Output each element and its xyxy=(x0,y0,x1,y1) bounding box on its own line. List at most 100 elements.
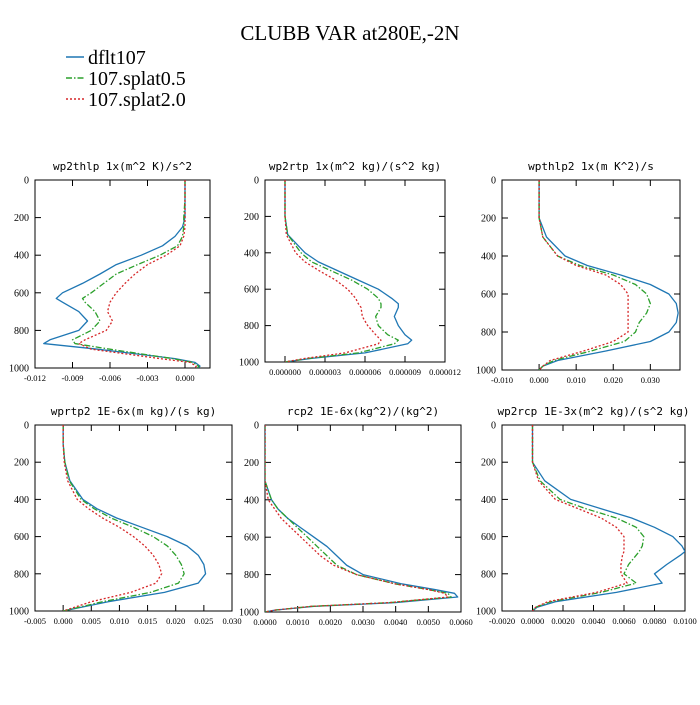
series-line xyxy=(284,180,399,362)
plot-frame xyxy=(34,179,211,369)
series-line xyxy=(538,180,679,370)
panel-title: wprtp2 1E-6x(m kg)/(s kg) xyxy=(51,405,217,418)
x-tick-label: 0.0040 xyxy=(384,617,407,627)
x-tick-label: -0.012 xyxy=(24,373,46,383)
plot-frame xyxy=(264,179,446,363)
x-tick-label: 0.000012 xyxy=(429,367,461,377)
x-tick-label: 0.025 xyxy=(194,616,213,626)
y-tick-label: 800 xyxy=(14,569,29,580)
x-tick-label: 0.0080 xyxy=(643,616,666,626)
y-tick-label: 0 xyxy=(254,421,259,432)
x-tick-label: 0.0050 xyxy=(417,617,440,627)
x-tick-label: 0.0040 xyxy=(582,616,605,626)
series-line xyxy=(78,180,197,368)
figure-title: CLUBB VAR at280E,-2N xyxy=(240,21,459,45)
y-tick-label: 1000 xyxy=(239,608,259,619)
x-tick-label: 0.0100 xyxy=(673,616,696,626)
legend-label: dflt107 xyxy=(88,47,146,69)
x-tick-label: 0.030 xyxy=(222,616,241,626)
series-line xyxy=(284,180,382,362)
y-tick-label: 600 xyxy=(481,290,496,301)
x-tick-label: -0.006 xyxy=(99,373,121,383)
panel-title: wpthlp2 1x(m K^2)/s xyxy=(528,160,654,173)
x-tick-label: 0.000 xyxy=(54,616,73,626)
y-tick-label: 800 xyxy=(244,321,259,332)
x-tick-label: 0.0010 xyxy=(286,617,309,627)
legend-label: 107.splat0.5 xyxy=(88,68,186,90)
y-tick-label: 0 xyxy=(24,421,29,432)
x-tick-label: 0.000006 xyxy=(349,367,381,377)
x-tick-label: 0.0020 xyxy=(319,617,342,627)
plot-frame xyxy=(34,424,233,612)
y-tick-label: 0 xyxy=(491,176,496,187)
x-tick-label: 0.0000 xyxy=(253,617,276,627)
x-tick-label: 0.010 xyxy=(110,616,129,626)
x-tick-label: 0.010 xyxy=(567,375,586,385)
x-tick-label: 0.015 xyxy=(138,616,157,626)
y-tick-label: 600 xyxy=(481,532,496,543)
series-line xyxy=(531,425,645,611)
panel: wpthlp2 1x(m K^2)/s 0 200 400 600 800 1000-0.0… xyxy=(476,160,681,385)
x-tick-label: 0.0000 xyxy=(521,616,544,626)
series-line xyxy=(62,425,207,611)
series-line xyxy=(265,425,449,612)
y-tick-label: 400 xyxy=(244,495,259,506)
y-tick-label: 600 xyxy=(14,532,29,543)
y-tick-label: 1000 xyxy=(239,358,259,369)
series-line xyxy=(538,180,651,370)
y-tick-label: 0 xyxy=(24,176,29,187)
y-tick-label: 1000 xyxy=(476,607,496,618)
x-tick-label: 0.005 xyxy=(82,616,101,626)
y-tick-label: 200 xyxy=(481,214,496,225)
y-tick-label: 1000 xyxy=(9,607,29,618)
x-tick-label: 0.000009 xyxy=(389,367,421,377)
panel: wp2thlp 1x(m^2 K)/s^202004006008001000-0… xyxy=(9,160,211,383)
x-tick-label: 0.0030 xyxy=(351,617,374,627)
panel: wp2rtp 1x(m^2 kg)/(s^2 kg) 0 200 400 600 800 1… xyxy=(239,160,461,377)
y-tick-label: 200 xyxy=(14,458,29,469)
legend-label: 107.splat2.0 xyxy=(88,89,186,111)
y-tick-label: 400 xyxy=(14,495,29,506)
y-tick-label: 400 xyxy=(481,252,496,263)
plot-frame xyxy=(501,424,686,612)
series-line xyxy=(531,425,685,611)
x-tick-label: 0.030 xyxy=(641,375,660,385)
panels: wp2thlp 1x(m^2 K)/s^202004006008001000-0… xyxy=(9,160,697,627)
x-tick-label: 0.0060 xyxy=(612,616,635,626)
x-tick-label: 0.000000 xyxy=(269,367,301,377)
y-tick-label: 600 xyxy=(14,288,29,299)
series-line xyxy=(71,180,200,368)
series-line xyxy=(265,425,452,612)
y-tick-label: 800 xyxy=(481,328,496,339)
series-line xyxy=(265,425,459,612)
series-line xyxy=(43,180,201,368)
series-line xyxy=(531,425,628,611)
plot-frame xyxy=(501,179,681,371)
panel: wp2rcp 1E-3x(m^2 kg)/(s^2 kg)0 200 400 600 8… xyxy=(476,405,697,626)
x-tick-label: -0.009 xyxy=(62,373,84,383)
series-line xyxy=(62,425,163,611)
x-tick-label: 0.0060 xyxy=(449,617,472,627)
x-tick-label: 0.020 xyxy=(166,616,185,626)
y-tick-label: 200 xyxy=(244,212,259,223)
panel-title: rcp2 1E-6x(kg^2)/(kg^2) xyxy=(287,405,439,418)
y-tick-label: 600 xyxy=(244,533,259,544)
y-tick-label: 0 xyxy=(254,176,259,187)
panel: wprtp2 1E-6x(m kg)/(s kg) 0 200 400 600 800 10… xyxy=(9,405,242,626)
y-tick-label: 400 xyxy=(14,251,29,262)
x-tick-label: 0.020 xyxy=(604,375,623,385)
y-tick-label: 0 xyxy=(491,421,496,432)
x-tick-label: 0.000 xyxy=(530,375,549,385)
plot-frame xyxy=(264,424,462,613)
series-line xyxy=(62,425,185,611)
series-line xyxy=(284,180,413,362)
x-tick-label: -0.010 xyxy=(491,375,513,385)
x-tick-label: 0.000 xyxy=(175,373,194,383)
y-tick-label: 200 xyxy=(14,213,29,224)
panel-title: wp2thlp 1x(m^2 K)/s^2 xyxy=(53,160,192,173)
x-tick-label: -0.005 xyxy=(24,616,46,626)
x-tick-label: 0.000003 xyxy=(309,367,341,377)
